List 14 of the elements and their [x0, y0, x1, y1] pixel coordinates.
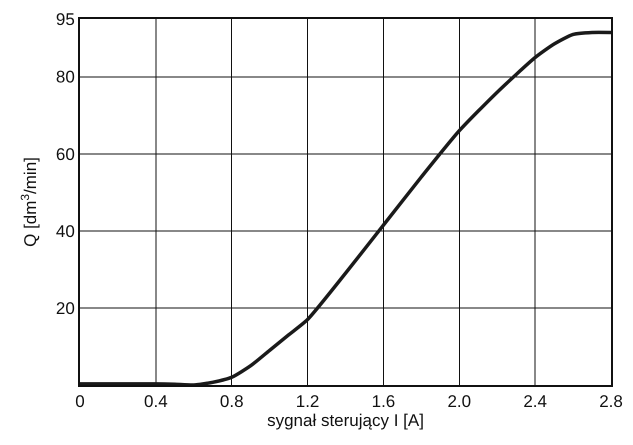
x-tick-label: 0.4	[144, 392, 168, 412]
x-tick-label: 0	[75, 392, 85, 412]
x-tick-label: 2.4	[523, 392, 547, 412]
y-tick-label: 20	[56, 298, 75, 318]
x-tick-label: 2.0	[447, 392, 472, 412]
x-axis-title: sygnał sterujący I [A]	[267, 411, 424, 430]
x-tick-label: 0.8	[220, 392, 244, 412]
x-tick-label: 1.2	[296, 392, 320, 412]
x-tick-label: 2.8	[599, 392, 623, 412]
y-tick-label: 80	[56, 68, 75, 87]
x-tick-label: 1.6	[372, 392, 396, 412]
y-tick-label: 40	[56, 222, 75, 241]
y-tick-label: 95	[56, 10, 75, 29]
y-tick-label: 60	[56, 144, 75, 164]
